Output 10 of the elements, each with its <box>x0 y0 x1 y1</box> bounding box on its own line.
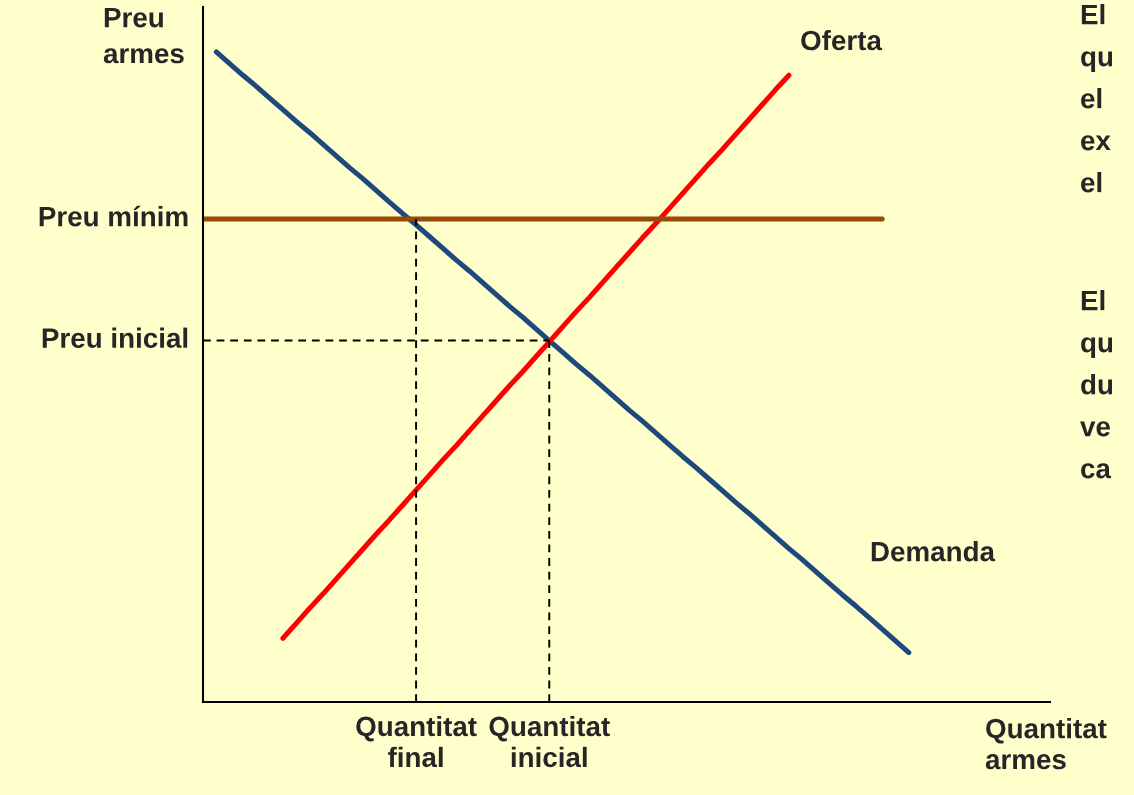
y-axis-title: Preu armes <box>103 8 184 64</box>
x-axis-title: Quantitat armes <box>985 718 1107 770</box>
text: El qu du ve ca <box>1080 290 1113 479</box>
x-tick-label: Quantitat final <box>356 715 477 768</box>
series-label: Oferta <box>801 29 883 51</box>
series-label: Demanda <box>871 541 996 562</box>
text: El qu el ex el <box>1081 4 1113 193</box>
series-label: Preu mínim <box>39 205 188 227</box>
series-label: Preu inicial <box>42 327 188 348</box>
x-tick-label: Quantitat inicial <box>489 715 610 768</box>
